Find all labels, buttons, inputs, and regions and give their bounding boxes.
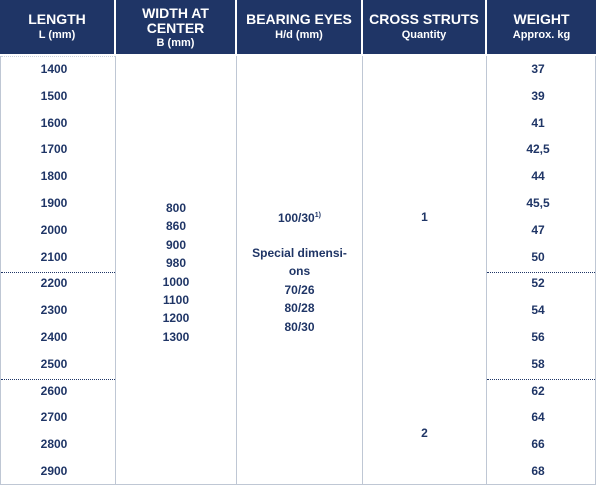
weight-value: 54	[531, 303, 545, 318]
struts-group-1: 1	[421, 210, 428, 224]
header-struts-sub: Quantity	[401, 29, 447, 41]
header-length-sub: L (mm)	[38, 29, 76, 41]
length-value: 1500	[40, 88, 68, 103]
column-separator	[362, 56, 363, 484]
width-column: 800 860 900 980 1000 1100 1200 1300	[116, 56, 236, 484]
struts-group-2: 2	[421, 426, 428, 440]
weight-value: 47	[531, 222, 545, 237]
weight-value: 56	[531, 330, 545, 344]
bearing-standard: 100/301)	[237, 207, 362, 227]
weight-value: 68	[531, 464, 545, 478]
weight-value: 52	[531, 276, 545, 291]
column-separator	[115, 56, 116, 484]
group-divider	[1, 272, 115, 273]
weight-value: 64	[531, 410, 545, 425]
bearing-special: Special dimensi- ons 70/26 80/28 80/30	[237, 244, 362, 336]
column-separator	[236, 56, 237, 484]
header-struts: CROSS STRUTS Quantity	[363, 0, 485, 54]
row-line	[1, 56, 115, 57]
group-divider	[1, 379, 115, 380]
length-value: 1900	[40, 196, 68, 210]
length-value: 2200	[40, 276, 68, 291]
weight-value: 39	[531, 88, 545, 103]
width-value: 1000	[162, 274, 190, 289]
length-column: 1400 1500 1600 1700 1800 1900 2000 2100 2200 2300…	[0, 56, 115, 484]
bearing-option: 80/28	[284, 301, 315, 316]
width-value: 800	[165, 201, 187, 215]
weight-value: 58	[531, 356, 545, 371]
group-divider	[487, 272, 595, 273]
length-value: 1600	[40, 115, 68, 130]
width-list: 800 860 900 980 1000 1100 1200 1300	[116, 199, 236, 346]
width-value: 860	[165, 219, 187, 234]
length-value: 1800	[40, 169, 68, 184]
header-weight-title: WEIGHT	[513, 11, 570, 27]
weight-value: 50	[531, 249, 545, 264]
width-value: 1100	[162, 293, 190, 308]
length-value: 2300	[40, 303, 68, 318]
table-bottom-border	[0, 484, 596, 485]
header-weight: WEIGHT Approx. kg	[487, 0, 596, 54]
length-value: 2900	[40, 464, 68, 478]
weight-value: 45,5	[526, 196, 550, 210]
weight-value: 41	[531, 115, 545, 130]
width-value: 900	[165, 237, 187, 252]
weight-value: 42,5	[526, 142, 550, 157]
length-value: 1700	[40, 142, 68, 157]
header-width-title-1: WIDTH AT	[142, 5, 209, 21]
column-separator	[486, 56, 487, 484]
bearing-special-label-2: ons	[288, 264, 311, 279]
bearing-option: 70/26	[284, 282, 315, 297]
struts-column: 1 2	[363, 56, 486, 484]
length-value: 2800	[40, 437, 68, 452]
length-value: 2000	[40, 222, 68, 237]
length-value: 2500	[40, 356, 68, 371]
width-value: 1200	[162, 311, 190, 326]
bearing-special-label-1: Special dimensi-	[252, 246, 347, 260]
header-length-title: LENGTH	[28, 11, 86, 27]
header-width-sub: B (mm)	[156, 37, 195, 49]
width-value: 980	[165, 256, 187, 271]
header-bearing: BEARING EYES H/d (mm)	[237, 0, 361, 54]
length-value: 1400	[40, 62, 68, 76]
header-weight-sub: Approx. kg	[512, 29, 571, 41]
footnote-marker: 1)	[314, 212, 321, 219]
weight-value: 44	[531, 169, 545, 184]
header-struts-title: CROSS STRUTS	[369, 11, 479, 27]
weight-value: 37	[531, 62, 545, 76]
header-bearing-title: BEARING EYES	[246, 11, 352, 27]
header-bearing-sub: H/d (mm)	[275, 29, 323, 41]
length-value: 2100	[40, 249, 68, 264]
header-width: WIDTH AT CENTER B (mm)	[116, 0, 235, 54]
length-value: 2400	[40, 330, 68, 344]
header-width-title-2: CENTER	[146, 20, 205, 36]
bearing-option: 80/30	[284, 319, 315, 334]
header-length: LENGTH L (mm)	[0, 0, 114, 54]
length-value: 2700	[40, 410, 68, 425]
bearing-standard-value: 100/30	[278, 211, 315, 225]
bearing-column: 100/301) Special dimensi- ons 70/26 80/2…	[237, 56, 362, 484]
weight-value: 62	[531, 383, 545, 398]
weight-value: 66	[531, 437, 545, 452]
group-divider	[487, 379, 595, 380]
weight-column: 37 39 41 42,5 44 45,5 47 50 52 54 56 58 62 64 66 68	[487, 56, 596, 484]
width-value: 1300	[162, 329, 190, 344]
length-value: 2600	[40, 383, 68, 398]
